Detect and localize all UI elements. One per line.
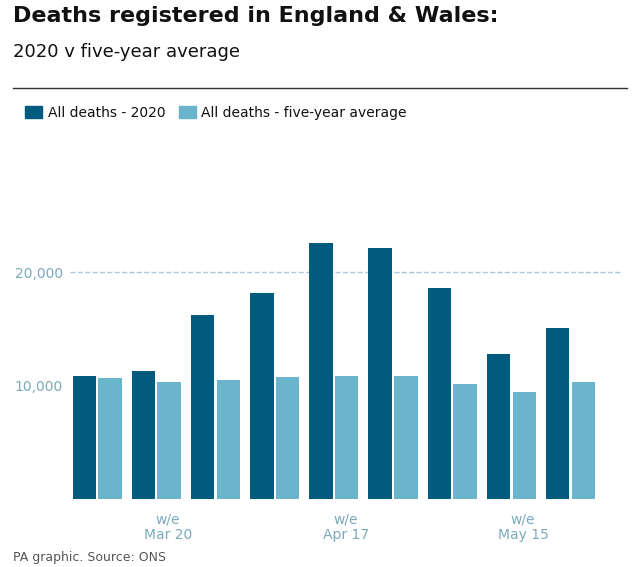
Bar bbox=[572, 382, 595, 499]
Text: PA graphic. Source: ONS: PA graphic. Source: ONS bbox=[13, 551, 166, 564]
Bar bbox=[191, 315, 214, 499]
Bar bbox=[369, 248, 392, 499]
Bar bbox=[132, 371, 156, 499]
Text: 2020 v five-year average: 2020 v five-year average bbox=[13, 43, 240, 61]
Text: Deaths registered in England & Wales:: Deaths registered in England & Wales: bbox=[13, 6, 499, 26]
Bar bbox=[546, 328, 570, 499]
Bar bbox=[335, 376, 358, 499]
Bar bbox=[250, 293, 273, 499]
Bar bbox=[276, 377, 300, 499]
Bar bbox=[487, 354, 510, 499]
Bar bbox=[428, 288, 451, 499]
Bar bbox=[99, 378, 122, 499]
Legend: All deaths - 2020, All deaths - five-year average: All deaths - 2020, All deaths - five-yea… bbox=[20, 100, 412, 126]
Bar bbox=[157, 382, 181, 499]
Bar bbox=[217, 380, 240, 499]
Bar bbox=[72, 376, 96, 499]
Bar bbox=[309, 243, 333, 499]
Bar bbox=[394, 376, 418, 499]
Bar bbox=[513, 392, 536, 499]
Bar bbox=[453, 384, 477, 499]
